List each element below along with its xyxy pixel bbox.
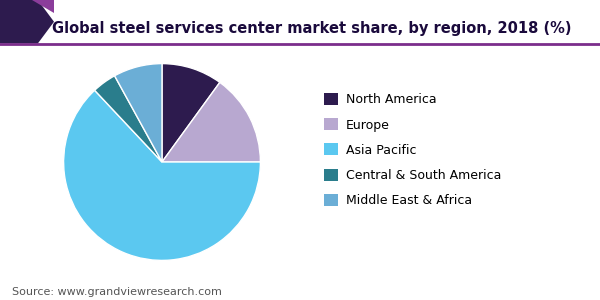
Wedge shape (115, 64, 162, 162)
Text: Source: www.grandviewresearch.com: Source: www.grandviewresearch.com (12, 287, 222, 297)
Wedge shape (162, 82, 260, 162)
Wedge shape (64, 90, 260, 260)
Polygon shape (32, 0, 54, 13)
Legend: North America, Europe, Asia Pacific, Central & South America, Middle East & Afri: North America, Europe, Asia Pacific, Cen… (324, 93, 501, 207)
Text: Global steel services center market share, by region, 2018 (%): Global steel services center market shar… (52, 21, 572, 36)
Wedge shape (162, 64, 220, 162)
Wedge shape (95, 76, 162, 162)
Polygon shape (0, 0, 54, 44)
